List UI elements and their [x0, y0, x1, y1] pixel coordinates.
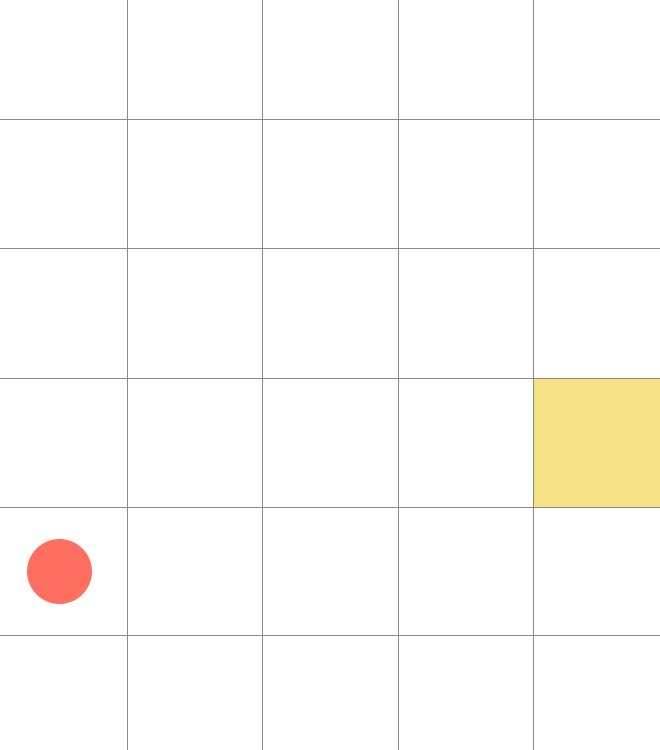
player-token[interactable] [27, 539, 92, 604]
grid-line-horizontal-1 [0, 119, 660, 120]
grid-line-vertical-1 [127, 0, 128, 750]
grid-line-vertical-2 [262, 0, 263, 750]
grid-line-horizontal-5 [0, 635, 660, 636]
target-tile[interactable] [534, 379, 660, 507]
grid-line-horizontal-2 [0, 248, 660, 249]
grid-line-vertical-4 [533, 0, 534, 750]
grid-line-horizontal-4 [0, 507, 660, 508]
grid-line-vertical-3 [398, 0, 399, 750]
